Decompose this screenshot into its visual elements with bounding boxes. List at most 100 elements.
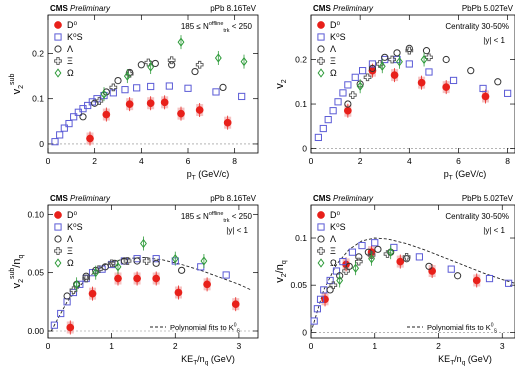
annot-text: 185 ≤ N — [181, 212, 209, 221]
x-axis-label: KET/nq (GeV) — [181, 354, 235, 367]
cms-label: CMS — [313, 194, 331, 203]
xlabel-main: p — [187, 169, 192, 179]
plot-frame — [47, 204, 259, 339]
series-3 — [69, 257, 151, 295]
legend-label: K⁰S — [67, 222, 83, 232]
xlabel-sub: T — [450, 360, 454, 367]
legend-marker — [54, 45, 62, 53]
x-tick-label: 0 — [309, 156, 314, 166]
legend-label: Ξ — [67, 56, 73, 66]
annot-sub: trk — [223, 218, 229, 224]
series-0 — [66, 271, 240, 335]
data-point — [114, 262, 122, 272]
header-cms: CMS Preliminary — [313, 4, 374, 13]
data-point — [92, 268, 100, 278]
data-point — [197, 263, 205, 271]
y-tick-label: 0 — [302, 327, 307, 337]
preliminary-label: Preliminary — [70, 194, 111, 203]
x-tick-label: 0 — [309, 341, 314, 351]
header-collision-system: PbPb 5.02TeV — [462, 4, 514, 13]
data-point — [152, 259, 160, 267]
ylabel-sub: 2 — [281, 273, 288, 277]
data-point — [79, 113, 87, 121]
preliminary-label: Preliminary — [333, 194, 374, 203]
xlabel-tail: /n — [454, 354, 462, 364]
data-point — [69, 288, 78, 297]
xlabel-main: KE — [181, 354, 193, 364]
legend-marker — [317, 223, 325, 231]
x-tick-label: 2 — [173, 341, 178, 351]
fit-label-sup: 0 — [234, 323, 237, 329]
data-point — [351, 73, 359, 81]
ylabel-main: v — [11, 88, 23, 94]
data-point — [152, 255, 160, 263]
annot-text: Centrality 30-50% — [445, 212, 509, 221]
cms-label: CMS — [313, 4, 331, 13]
series-2 — [63, 257, 186, 300]
data-point — [177, 109, 185, 118]
panel-bottom-right: 0 1 2 3 0 0.05 0.1 CMS Preliminary PbPb 5.02TeV C… — [274, 194, 515, 367]
panel-bottom-left: 0 1 2 3 0.00 0.05 0.10 CMS Preliminary pPb 8.16T… — [9, 194, 259, 367]
data-point — [442, 55, 450, 64]
data-point — [184, 84, 192, 92]
legend-marker — [317, 68, 325, 78]
annot-text: 185 ≤ N — [181, 22, 209, 31]
annotation-1: Centrality 30-50% — [445, 22, 509, 31]
annot-end: < 250 — [230, 212, 253, 221]
data-point — [82, 272, 90, 280]
series-3 — [348, 46, 433, 99]
legend-label: Ω — [67, 258, 74, 268]
xlabel-sub: T — [192, 175, 196, 182]
cms-label: CMS — [50, 194, 68, 203]
legend-label: K⁰S — [330, 222, 346, 232]
data-point — [240, 56, 248, 67]
data-point — [447, 265, 455, 273]
data-point — [425, 53, 433, 62]
ylabel-sup: sub — [9, 74, 16, 85]
legend-marker — [54, 258, 62, 268]
kshort-polynomial-fit-curve — [310, 237, 515, 333]
data-point — [137, 61, 145, 69]
x-tick-label: 3 — [237, 341, 242, 351]
data-point — [107, 259, 116, 268]
legend-marker — [317, 258, 325, 268]
x-tick-label: 0 — [46, 156, 51, 166]
annot-text: Centrality 30-50% — [445, 22, 509, 31]
data-point — [356, 81, 364, 91]
fit-label-sub: S — [494, 329, 498, 335]
legend-marker — [54, 247, 62, 255]
data-point — [195, 60, 204, 69]
data-point — [57, 309, 65, 318]
x-tick-label: 4 — [407, 156, 412, 166]
xlabel-tail: (GeV/c) — [196, 169, 230, 179]
ylabel-tail-sub: q — [281, 260, 288, 264]
ylabel-tail: /n — [11, 259, 23, 268]
y-tick-label: 0.10 — [27, 209, 44, 219]
annot-sup: offline — [209, 21, 224, 27]
data-point — [378, 61, 386, 71]
series-4 — [73, 236, 208, 292]
data-point — [222, 271, 230, 279]
series-1 — [314, 55, 512, 142]
x-tick-label: 0 — [46, 341, 51, 351]
y-axis-label: v2sub/nq — [9, 255, 25, 289]
x-tick-label: 8 — [232, 156, 237, 166]
annotation-1: Centrality 30-50% — [445, 212, 509, 221]
data-point — [368, 64, 377, 73]
legend-label: Λ — [67, 234, 73, 244]
data-point — [151, 59, 159, 68]
header-cms: CMS Preliminary — [50, 4, 111, 13]
data-point — [313, 305, 321, 313]
data-point — [82, 274, 91, 283]
data-point — [95, 265, 103, 274]
x-tick-label: 3 — [500, 341, 505, 351]
data-point — [403, 255, 411, 263]
ylabel-main: v — [274, 83, 286, 89]
header-collision-system: pPb 8.16TeV — [210, 4, 256, 13]
data-point — [396, 57, 403, 67]
legend-label: Ξ — [330, 246, 336, 256]
data-point — [368, 254, 375, 264]
header-cms: CMS Preliminary — [313, 194, 374, 203]
data-point — [191, 67, 199, 76]
xlabel-main: KE — [438, 354, 450, 364]
